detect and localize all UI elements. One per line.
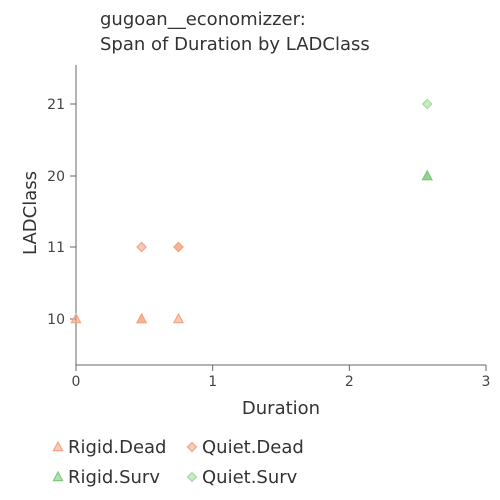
chart-title-line-1: gugoan__economizzer: [100,9,306,30]
y-tick-label: 20 [47,169,65,185]
data-point [70,312,82,324]
x-tick-label: 2 [345,374,354,390]
legend-swatch [52,470,64,482]
data-point [421,169,433,181]
x-tick-label: 1 [208,374,217,390]
legend-item: Rigid.Dead [52,437,166,458]
data-point [136,241,147,253]
y-tick-label: 10 [47,312,65,328]
data-point [135,312,148,324]
chart-title-line-2: Span of Duration by LADClass [100,34,370,55]
legend-label: Rigid.Dead [68,437,166,458]
data-points [70,98,433,324]
legend-label: Quiet.Surv [202,467,298,488]
y-tick-label: 11 [47,240,65,256]
legend-label: Rigid.Surv [68,467,160,488]
data-point [172,312,185,324]
y-axis-title: LADClass [20,171,41,255]
legend-item: Rigid.Surv [52,467,160,488]
x-ticks: 0 1 2 3 [72,365,491,390]
legend-label: Quiet.Dead [202,437,304,458]
x-tick-label: 0 [72,374,81,390]
legend-swatch [186,471,198,483]
legend-swatch [52,440,64,452]
x-tick-label: 3 [482,374,491,390]
legend-swatch [186,441,198,453]
data-point [421,98,433,110]
y-tick-label: 21 [47,97,65,113]
legend-item: Quiet.Dead [186,437,304,458]
legend-item: Quiet.Surv [186,467,298,488]
y-ticks: 10 11 20 21 [47,97,76,328]
legend: Rigid.Dead Quiet.Dead Rigid.Surv Quiet.Surv [52,437,304,488]
x-axis-title: Duration [242,398,320,419]
data-point [173,241,184,253]
chart-title: gugoan__economizzer: Span of Duration by… [100,9,370,55]
